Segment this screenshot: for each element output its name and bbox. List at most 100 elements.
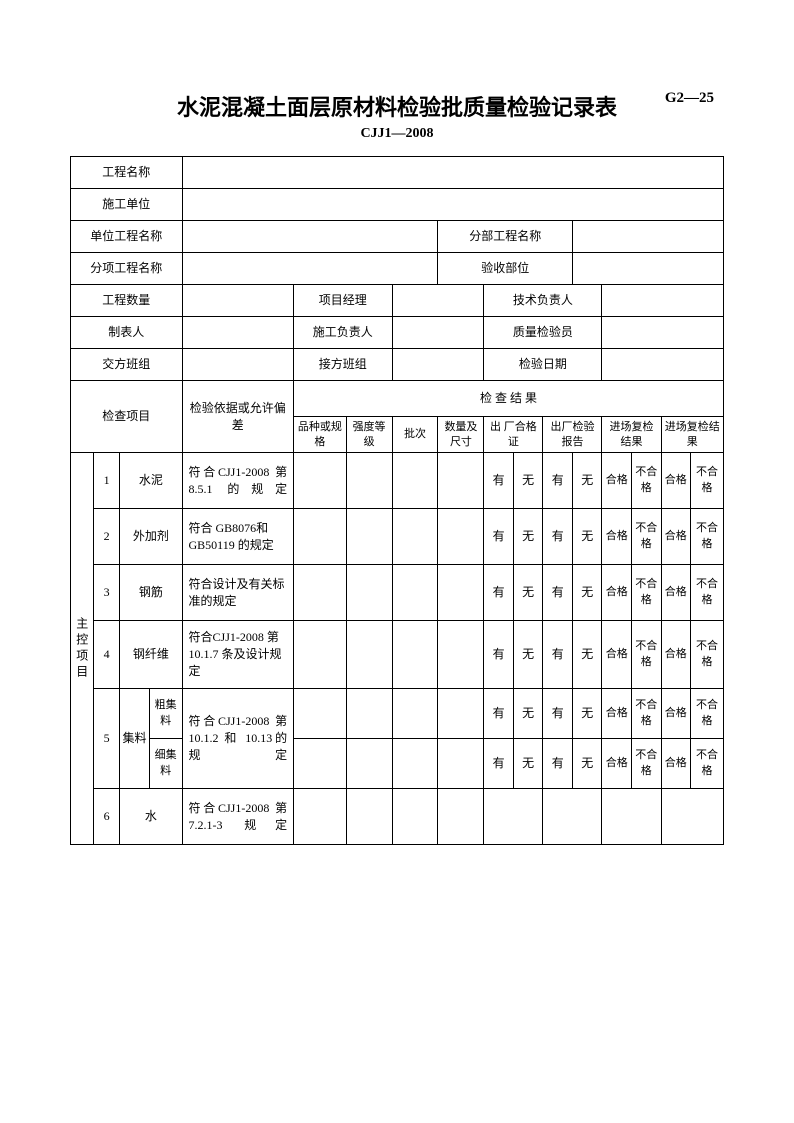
cell — [294, 453, 347, 509]
opt-you: 有 — [484, 739, 514, 789]
opt-you: 有 — [543, 689, 573, 739]
val-insp-date — [602, 349, 724, 381]
col-report: 出厂检验报告 — [543, 417, 602, 453]
val-accept-part — [572, 253, 723, 285]
cell — [392, 621, 438, 689]
opt-wu: 无 — [513, 621, 543, 689]
cell — [346, 453, 392, 509]
row-name: 钢纤维 — [120, 621, 182, 689]
opt-you: 有 — [484, 509, 514, 565]
row-name: 水 — [120, 789, 182, 845]
label-project-name: 工程名称 — [71, 157, 183, 189]
opt-wu: 无 — [572, 689, 602, 739]
inspection-table: 工程名称 施工单位 单位工程名称 分部工程名称 分项工程名称 验收部位 工程数量… — [70, 156, 724, 845]
opt-wu: 无 — [572, 509, 602, 565]
opt-you: 有 — [543, 509, 573, 565]
cell — [294, 565, 347, 621]
page-subtitle: CJJ1—2008 — [70, 126, 724, 142]
col-result-group: 检 查 结 果 — [294, 381, 724, 417]
opt-you: 有 — [543, 453, 573, 509]
col-cert: 出 厂合格证 — [484, 417, 543, 453]
opt-hege: 合格 — [661, 565, 691, 621]
opt-buhege: 不合格 — [631, 453, 661, 509]
opt-hege: 合格 — [602, 689, 632, 739]
opt-you: 有 — [484, 621, 514, 689]
label-recv-team: 接方班组 — [294, 349, 392, 381]
cell — [392, 739, 438, 789]
cell — [392, 789, 438, 845]
col-recheck: 进场复检结果 — [602, 417, 661, 453]
opt-hege: 合格 — [602, 453, 632, 509]
row-num: 6 — [93, 789, 119, 845]
opt-you: 有 — [484, 453, 514, 509]
opt-wu: 无 — [513, 739, 543, 789]
opt-hege: 合格 — [661, 453, 691, 509]
val-unit-project — [182, 221, 438, 253]
label-tech-lead: 技术负责人 — [484, 285, 602, 317]
label-sub-project: 分部工程名称 — [438, 221, 572, 253]
opt-wu: 无 — [572, 739, 602, 789]
opt-hege: 合格 — [661, 509, 691, 565]
row-basis: 符合CJJ1-2008 第7.2.1-3 规定 — [182, 789, 294, 845]
opt-you: 有 — [484, 689, 514, 739]
cell — [543, 789, 602, 845]
opt-wu: 无 — [572, 453, 602, 509]
opt-buhege: 不合格 — [691, 453, 724, 509]
opt-buhege: 不合格 — [691, 509, 724, 565]
cell — [484, 789, 543, 845]
label-preparer: 制表人 — [71, 317, 183, 349]
val-quantity — [182, 285, 294, 317]
label-const-lead: 施工负责人 — [294, 317, 392, 349]
opt-buhege: 不合格 — [631, 689, 661, 739]
cell — [392, 453, 438, 509]
opt-wu: 无 — [572, 621, 602, 689]
opt-buhege: 不合格 — [691, 565, 724, 621]
label-item-project: 分项工程名称 — [71, 253, 183, 285]
row-basis: 符合CJJ1-2008 第10.1.7 条及设计规定 — [182, 621, 294, 689]
opt-wu: 无 — [572, 565, 602, 621]
cell — [438, 453, 484, 509]
cell — [294, 739, 347, 789]
val-contractor — [182, 189, 723, 221]
opt-wu: 无 — [513, 565, 543, 621]
opt-you: 有 — [543, 739, 573, 789]
row-num: 3 — [93, 565, 119, 621]
cell — [438, 621, 484, 689]
cell — [392, 509, 438, 565]
row-sub: 粗集料 — [149, 689, 182, 739]
row-name: 外加剂 — [120, 509, 182, 565]
label-accept-part: 验收部位 — [438, 253, 572, 285]
row-basis: 符合CJJ1-2008 第10.1.2 和 10.13的规定 — [182, 689, 294, 789]
cell — [438, 565, 484, 621]
label-unit-project: 单位工程名称 — [71, 221, 183, 253]
val-sub-project — [572, 221, 723, 253]
opt-buhege: 不合格 — [691, 739, 724, 789]
cell — [661, 789, 724, 845]
opt-wu: 无 — [513, 509, 543, 565]
row-name: 钢筋 — [120, 565, 182, 621]
val-recv-team — [392, 349, 484, 381]
opt-wu: 无 — [513, 689, 543, 739]
cell — [346, 689, 392, 739]
opt-buhege: 不合格 — [691, 689, 724, 739]
page-title: 水泥混凝土面层原材料检验批质量检验记录表 — [70, 90, 724, 122]
row-num: 1 — [93, 453, 119, 509]
opt-hege: 合格 — [661, 739, 691, 789]
col-variety: 品种或规格 — [294, 417, 347, 453]
opt-hege: 合格 — [602, 509, 632, 565]
cell — [346, 621, 392, 689]
cell — [294, 621, 347, 689]
cell — [346, 565, 392, 621]
label-quantity: 工程数量 — [71, 285, 183, 317]
doc-code: G2—25 — [665, 90, 714, 107]
row-basis: 符合设计及有关标准的规定 — [182, 565, 294, 621]
opt-buhege: 不合格 — [631, 739, 661, 789]
val-hand-team — [182, 349, 294, 381]
label-insp-date: 检验日期 — [484, 349, 602, 381]
val-project-name — [182, 157, 723, 189]
col-batch: 批次 — [392, 417, 438, 453]
opt-buhege: 不合格 — [691, 621, 724, 689]
val-item-project — [182, 253, 438, 285]
row-basis: 符合CJJ1-2008 第8.5.1 的规定 — [182, 453, 294, 509]
cell — [294, 509, 347, 565]
